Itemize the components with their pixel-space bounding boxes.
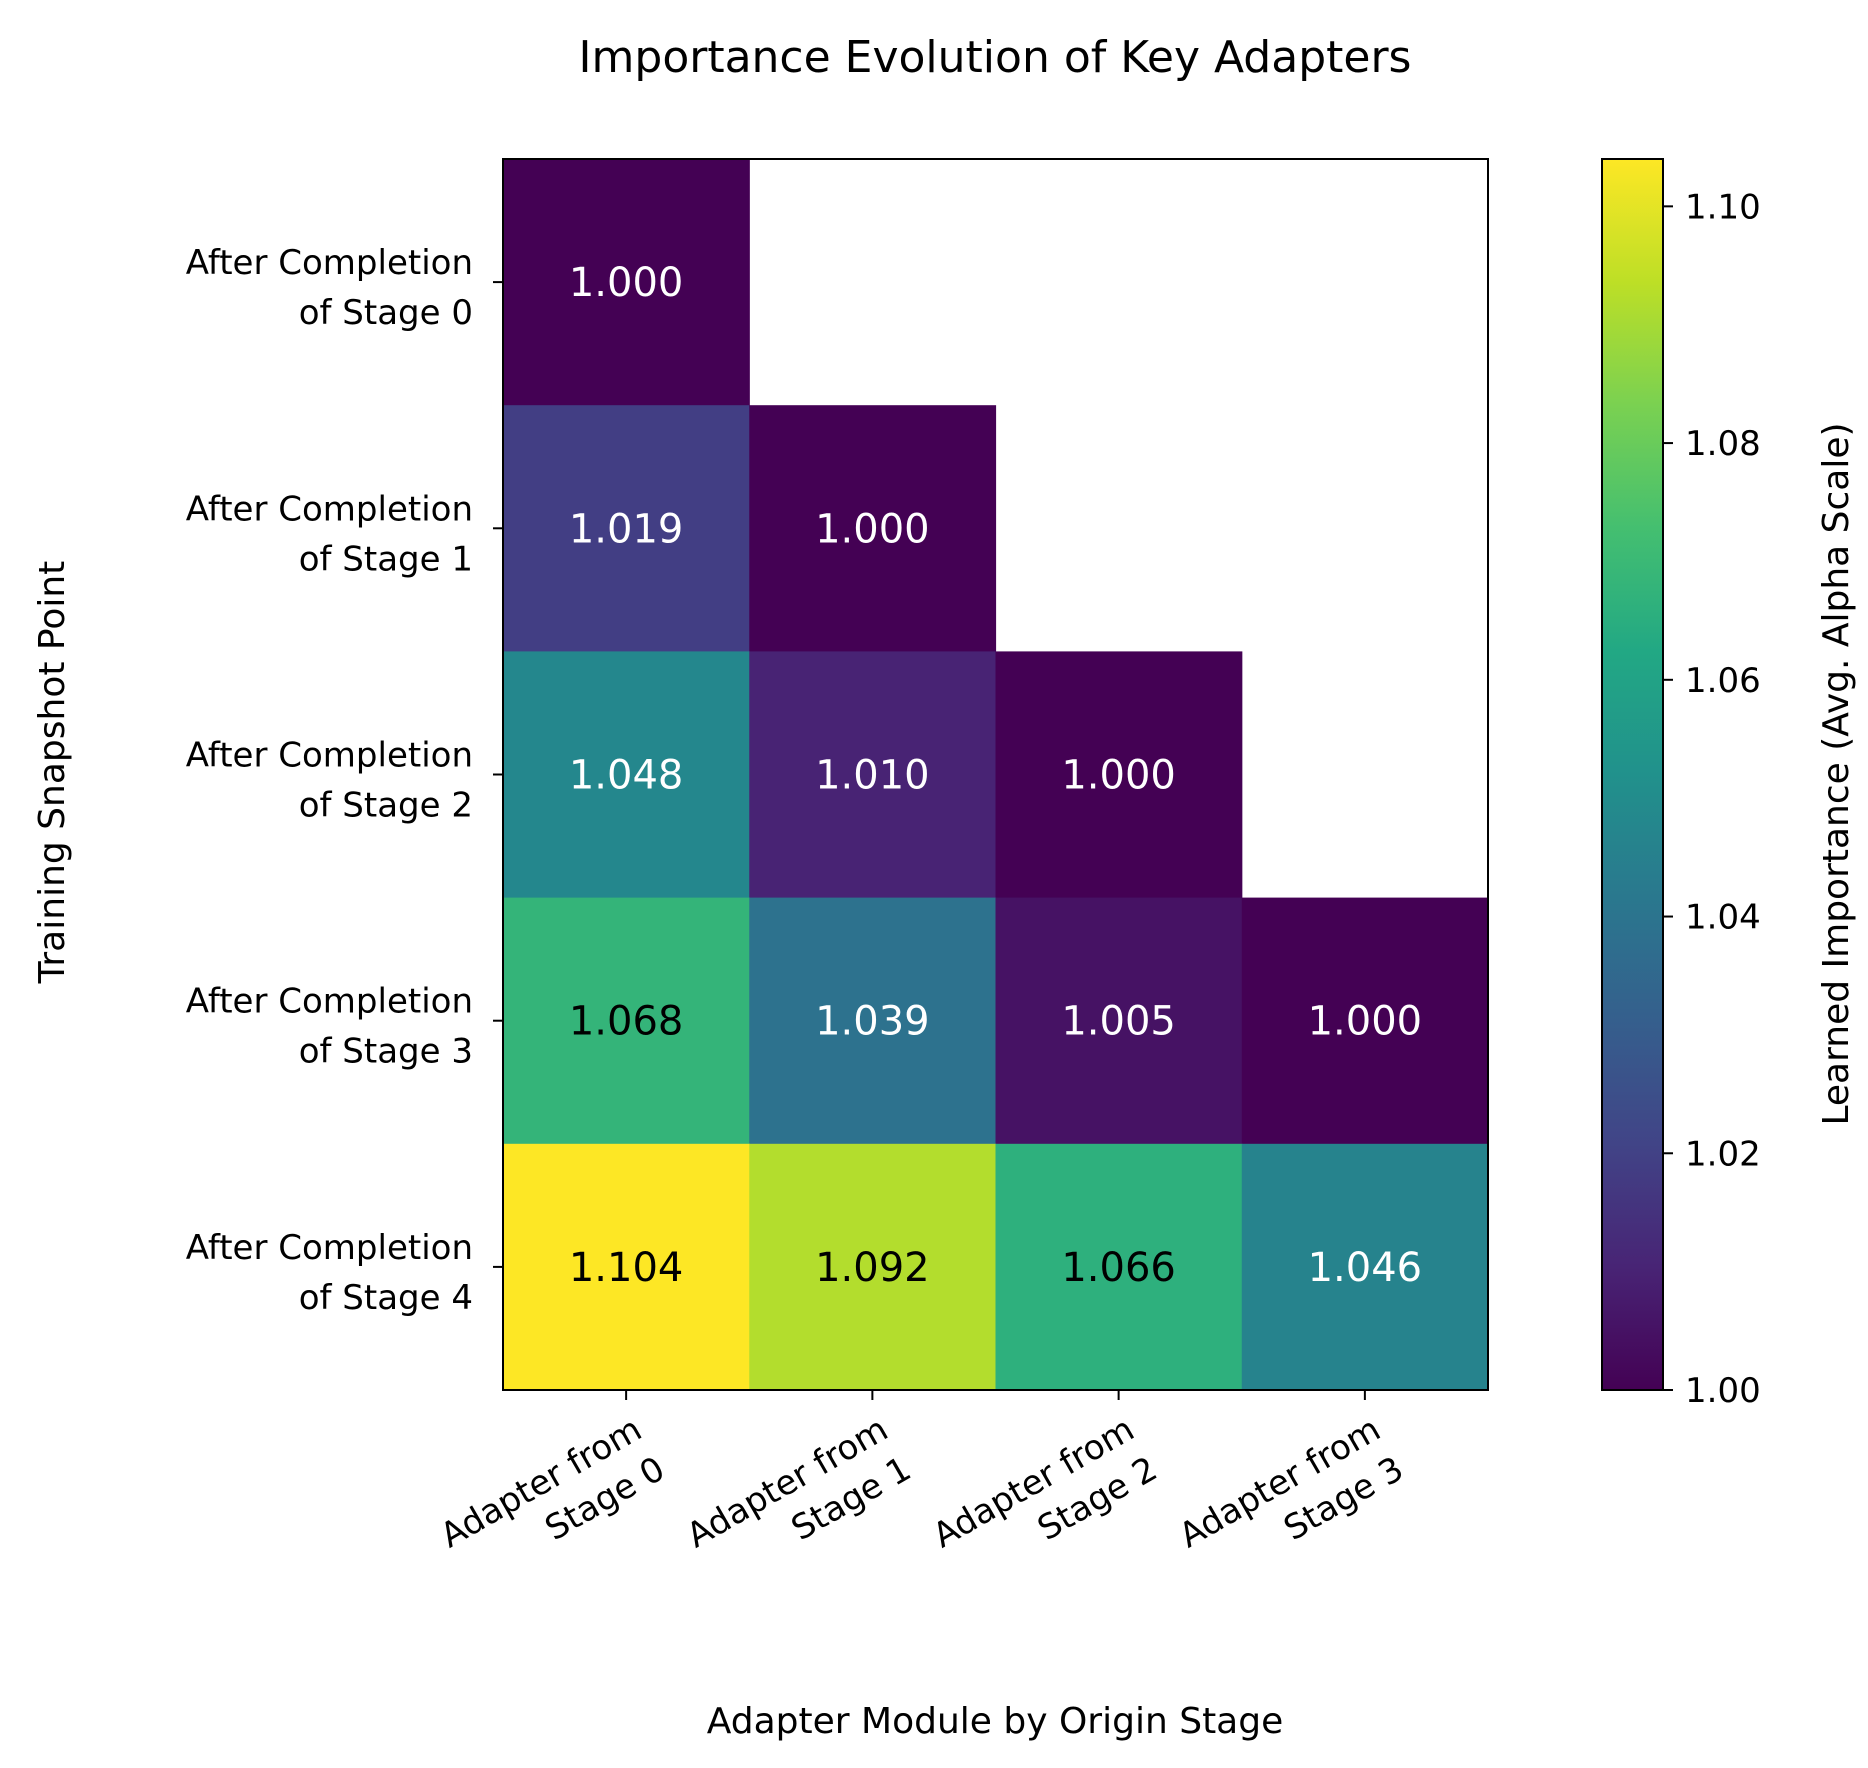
colorbar-tick-label: 1.04: [1685, 898, 1761, 938]
cell-value-label: 1.104: [569, 1245, 684, 1291]
colorbar-tick-label: 1.00: [1685, 1371, 1761, 1411]
cell-value-label: 1.000: [815, 506, 930, 552]
heatmap-cell: [749, 405, 997, 652]
heatmap-cell: [995, 651, 1243, 899]
x-axis-label: Adapter Module by Origin Stage: [707, 1701, 1284, 1742]
heatmap-cell: [503, 1143, 750, 1391]
y-tick-label: After Completion: [186, 243, 473, 283]
heatmap-cell: [995, 1143, 1243, 1391]
heatmap-cell: [503, 159, 750, 406]
heatmap-cell: [749, 1143, 997, 1391]
y-tick-label: of Stage 1: [299, 539, 473, 579]
cell-value-label: 1.068: [569, 999, 684, 1045]
y-tick-label: of Stage 2: [299, 786, 473, 826]
cell-value-label: 1.019: [569, 506, 684, 552]
colorbar-ticks: 1.00 1.02 1.04 1.06 1.08 1.10: [1663, 187, 1761, 1411]
y-tick-label: After Completion: [186, 982, 473, 1022]
heatmap-cell: [749, 897, 997, 1145]
y-tick-label: After Completion: [186, 489, 473, 529]
cell-value-label: 1.039: [815, 999, 930, 1045]
cell-value-label: 1.046: [1308, 1245, 1423, 1291]
y-tick-label: After Completion: [186, 1228, 473, 1268]
y-tick-label: of Stage 3: [299, 1032, 473, 1072]
colorbar-gradient: [1602, 159, 1663, 1390]
heatmap-cell: [995, 897, 1243, 1145]
heatmap-cell: [503, 405, 750, 652]
colorbar-tick-label: 1.06: [1685, 661, 1761, 701]
heatmap-cell: [1241, 1143, 1489, 1391]
cell-value-label: 1.005: [1061, 999, 1176, 1045]
cell-value-label: 1.092: [815, 1245, 930, 1291]
cell-value-label: 1.010: [815, 753, 930, 799]
heatmap-cells: [503, 159, 1489, 1391]
colorbar: 1.00 1.02 1.04 1.06 1.08 1.10 Learned Importa…: [1601, 158, 1857, 1411]
cell-value-label: 1.000: [1308, 999, 1423, 1045]
heatmap-cell: [503, 897, 750, 1145]
colorbar-frame: [1601, 158, 1664, 1391]
cell-value-labels: 1.000 1.019 1.000 1.048 1.010 1.000 1.068 1.039…: [569, 260, 1422, 1291]
chart-title: Importance Evolution of Key Adapters: [579, 32, 1412, 83]
y-axis-ticks: After Completion of Stage 0 After Completi…: [186, 243, 503, 1318]
y-tick-label: of Stage 0: [299, 293, 473, 333]
heatmap-cell: [749, 651, 997, 899]
cell-value-label: 1.000: [569, 260, 684, 306]
colorbar-tick-label: 1.10: [1685, 187, 1761, 227]
y-axis-label: Training Snapshot Point: [32, 561, 73, 985]
y-tick-label: of Stage 4: [299, 1278, 473, 1318]
heatmap-cell: [1241, 897, 1489, 1145]
colorbar-tick-label: 1.02: [1685, 1134, 1761, 1174]
colorbar-label: Learned Importance (Avg. Alpha Scale): [1816, 422, 1857, 1125]
colorbar-tick-label: 1.08: [1685, 424, 1761, 464]
cell-value-label: 1.000: [1061, 753, 1176, 799]
heatmap-cell: [503, 651, 750, 899]
cell-value-label: 1.048: [569, 753, 684, 799]
cell-value-label: 1.066: [1061, 1245, 1176, 1291]
y-tick-label: After Completion: [186, 736, 473, 776]
